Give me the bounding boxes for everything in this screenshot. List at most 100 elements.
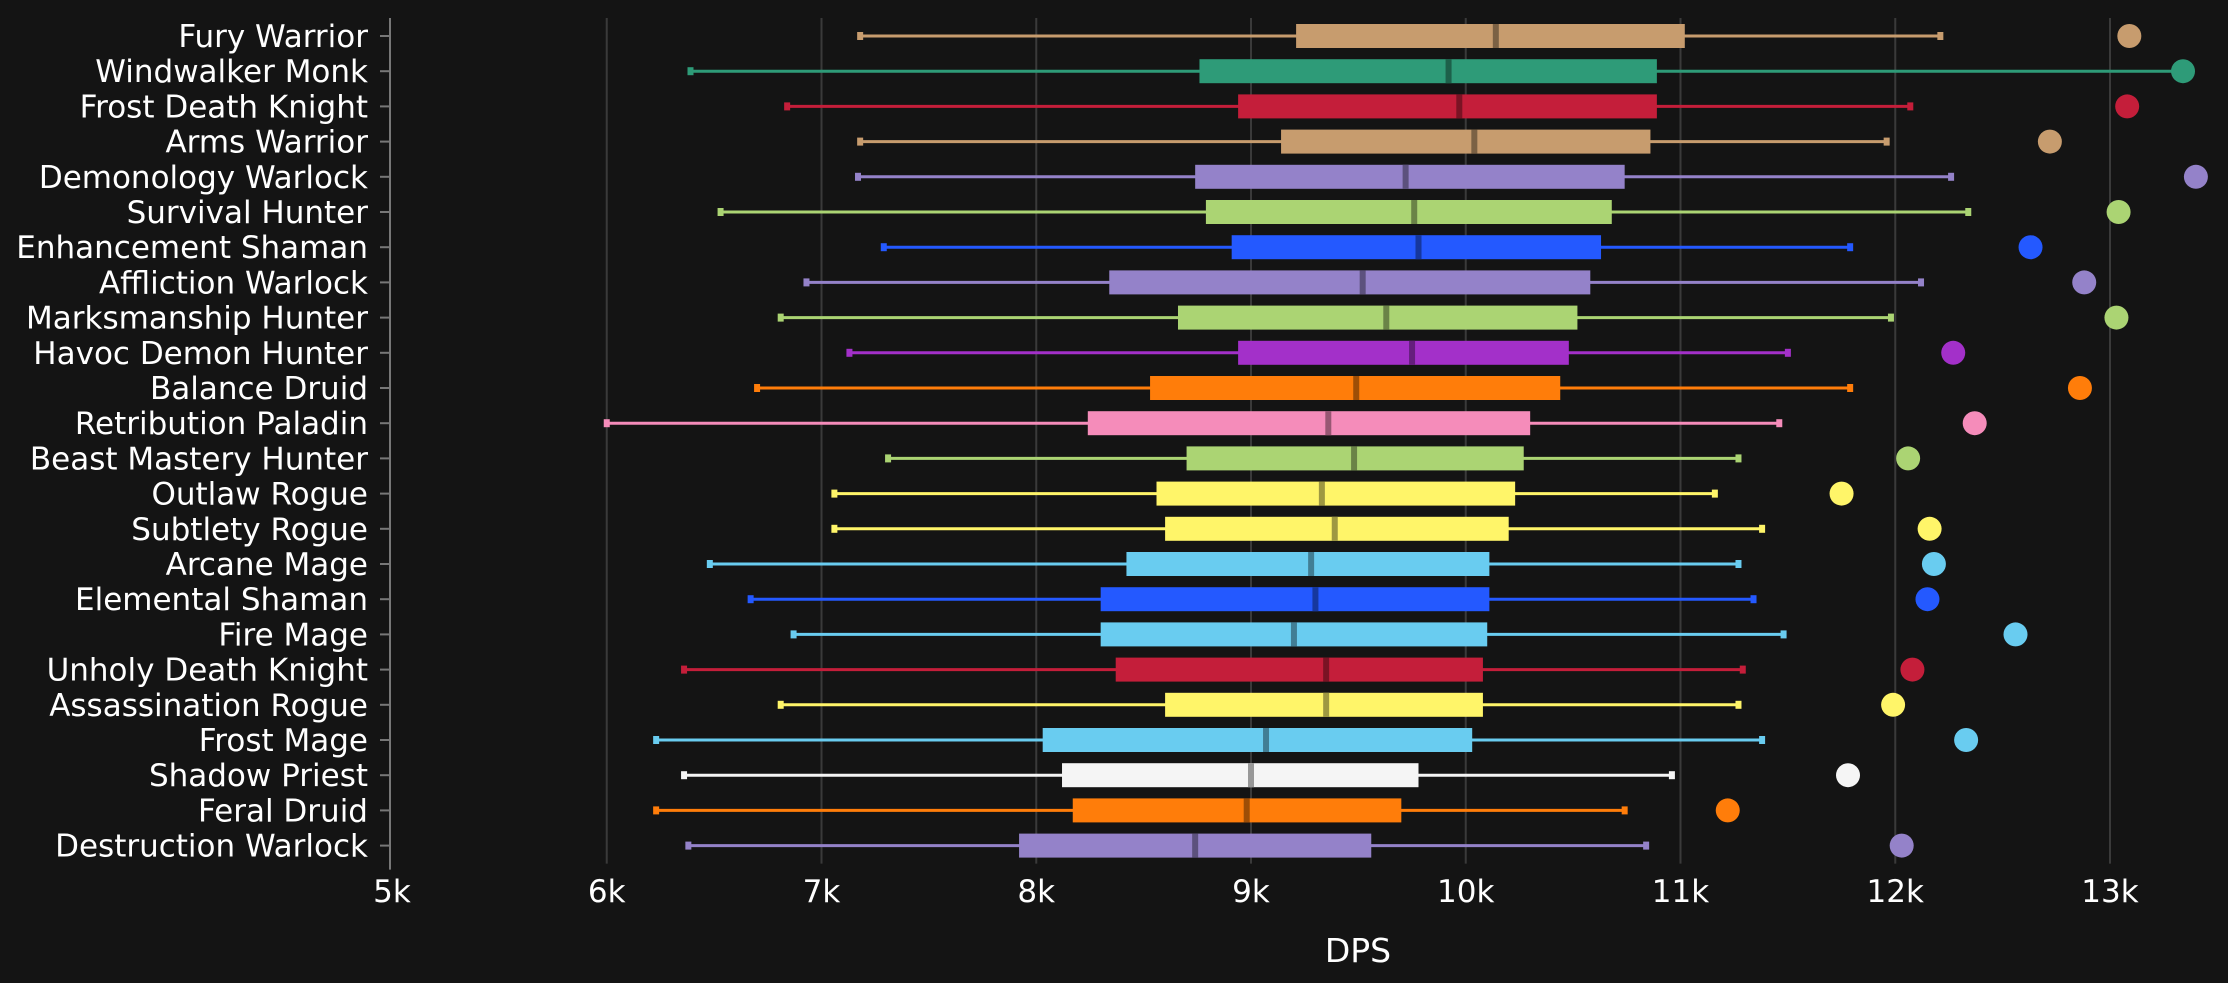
median-subtlety-rogue	[1331, 516, 1338, 541]
x-axis-label: DPS	[1325, 931, 1391, 970]
x-tick-12k: 12k	[1867, 874, 1924, 910]
max-point-balance-druid	[2067, 376, 2092, 400]
max-point-arms-warrior	[2037, 129, 2062, 154]
iqr-box-outlaw-rogue	[1156, 481, 1516, 506]
box-windwalker-monk	[687, 59, 2196, 84]
max-point-subtlety-rogue	[1917, 516, 1942, 541]
iqr-box-marksmanship-hunter	[1177, 305, 1578, 330]
whisker-max-cap-beast-mastery-hunter	[1735, 454, 1742, 463]
max-point-frost-mage	[1954, 728, 1979, 752]
max-point-assassination-rogue	[1881, 692, 1906, 717]
x-tick-8k: 8k	[1017, 874, 1055, 910]
whisker-min-cap-feral-druid	[653, 806, 660, 815]
max-point-fury-warrior	[2117, 24, 2142, 48]
whisker-min-cap-shadow-priest	[681, 771, 688, 780]
median-fire-mage	[1290, 622, 1297, 647]
whisker-min-cap-survival-hunter	[717, 208, 724, 216]
median-enhancement-shaman	[1415, 235, 1422, 260]
iqr-box-arms-warrior	[1281, 129, 1651, 154]
category-label-survival-hunter: Survival Hunter	[127, 195, 369, 231]
whisker-max-cap-balance-druid	[1847, 384, 1854, 392]
iqr-box-arcane-mage	[1126, 552, 1490, 576]
box-beast-mastery-hunter	[885, 446, 1921, 471]
iqr-box-windwalker-monk	[1199, 59, 1657, 84]
whisker-max-cap-assassination-rogue	[1735, 700, 1742, 709]
whisker-max-cap-frost-mage	[1759, 736, 1766, 744]
category-label-windwalker-monk: Windwalker Monk	[95, 54, 368, 90]
whisker-min-cap-subtlety-rogue	[831, 524, 838, 533]
category-label-subtlety-rogue: Subtlety Rogue	[131, 512, 368, 548]
max-point-destruction-warlock	[1889, 833, 1914, 858]
whisker-min-cap-demonology-warlock	[855, 172, 862, 181]
x-tick-6k: 6k	[588, 874, 626, 910]
max-point-shadow-priest	[1836, 763, 1861, 788]
median-outlaw-rogue	[1318, 481, 1325, 506]
category-label-enhancement-shaman: Enhancement Shaman	[16, 230, 368, 266]
whisker-min-cap-arcane-mage	[706, 560, 713, 568]
whisker-min-cap-affliction-warlock	[803, 278, 810, 287]
whisker-min-cap-marksmanship-hunter	[777, 313, 784, 322]
whisker-min-cap-destruction-warlock	[685, 841, 692, 850]
category-label-unholy-death-knight: Unholy Death Knight	[47, 653, 368, 689]
whisker-min-cap-retribution-paladin	[603, 419, 610, 428]
max-point-demonology-warlock	[2183, 164, 2208, 189]
category-label-fire-mage: Fire Mage	[218, 617, 368, 653]
whisker-min-cap-frost-death-knight	[784, 102, 791, 111]
median-retribution-paladin	[1325, 411, 1332, 436]
category-label-havoc-demon-hunter: Havoc Demon Hunter	[33, 336, 368, 372]
box-demonology-warlock	[855, 164, 2208, 189]
max-point-fire-mage	[2003, 622, 2028, 647]
whisker-max-cap-havoc-demon-hunter	[1784, 348, 1791, 357]
box-survival-hunter	[717, 200, 2131, 224]
box-feral-druid	[653, 798, 1740, 823]
x-tick-11k: 11k	[1652, 874, 1709, 910]
box-destruction-warlock	[685, 833, 1914, 858]
box-fire-mage	[790, 622, 2028, 647]
whisker-min-cap-windwalker-monk	[687, 67, 694, 76]
iqr-box-frost-mage	[1042, 728, 1473, 752]
whisker-min-cap-unholy-death-knight	[681, 665, 688, 674]
whisker-max-cap-shadow-priest	[1668, 771, 1675, 780]
whisker-max-cap-outlaw-rogue	[1711, 489, 1718, 498]
whisker-max-cap-arms-warrior	[1883, 137, 1890, 146]
median-havoc-demon-hunter	[1409, 340, 1416, 365]
whisker-max-cap-retribution-paladin	[1776, 419, 1783, 428]
whisker-min-cap-assassination-rogue	[777, 700, 784, 709]
median-shadow-priest	[1248, 763, 1254, 788]
category-label-balance-druid: Balance Druid	[150, 371, 368, 407]
median-destruction-warlock	[1192, 833, 1199, 858]
median-assassination-rogue	[1323, 692, 1330, 717]
whisker-min-cap-balance-druid	[754, 384, 761, 392]
whisker-max-cap-elemental-shaman	[1750, 595, 1757, 604]
box-havoc-demon-hunter	[846, 340, 1966, 365]
x-tick-7k: 7k	[803, 874, 841, 910]
box-elemental-shaman	[747, 587, 1940, 612]
median-arms-warrior	[1471, 129, 1478, 154]
median-feral-druid	[1243, 798, 1250, 823]
box-fury-warrior	[857, 24, 2142, 48]
max-point-survival-hunter	[2106, 200, 2131, 224]
box-frost-mage	[653, 728, 1979, 752]
whisker-min-cap-enhancement-shaman	[880, 243, 887, 252]
iqr-box-fury-warrior	[1296, 24, 1685, 48]
median-fury-warrior	[1492, 24, 1499, 48]
median-windwalker-monk	[1445, 59, 1452, 84]
category-label-destruction-warlock: Destruction Warlock	[55, 829, 368, 865]
whisker-max-cap-frost-death-knight	[1907, 102, 1914, 111]
whisker-min-cap-fury-warrior	[857, 32, 864, 40]
category-label-frost-mage: Frost Mage	[199, 723, 368, 759]
whisker-min-cap-beast-mastery-hunter	[885, 454, 892, 463]
iqr-box-frost-death-knight	[1238, 94, 1657, 119]
x-tick-5k: 5k	[373, 874, 411, 910]
whisker-max-cap-feral-druid	[1621, 806, 1628, 815]
y-axis	[380, 18, 391, 870]
max-point-windwalker-monk	[2171, 59, 2196, 84]
category-label-assassination-rogue: Assassination Rogue	[49, 688, 368, 724]
category-label-outlaw-rogue: Outlaw Rogue	[151, 477, 368, 513]
x-tick-labels: 5k 6k 7k 8k 9k 10k 11k 12k 13k	[373, 874, 2139, 910]
category-label-shadow-priest: Shadow Priest	[149, 758, 368, 794]
category-label-fury-warrior: Fury Warrior	[178, 19, 368, 55]
category-label-elemental-shaman: Elemental Shaman	[75, 582, 368, 618]
